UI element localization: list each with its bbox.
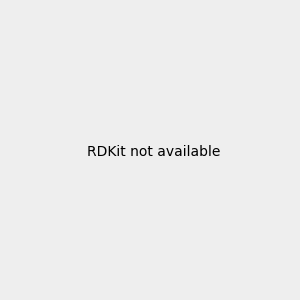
Text: RDKit not available: RDKit not available bbox=[87, 145, 220, 158]
